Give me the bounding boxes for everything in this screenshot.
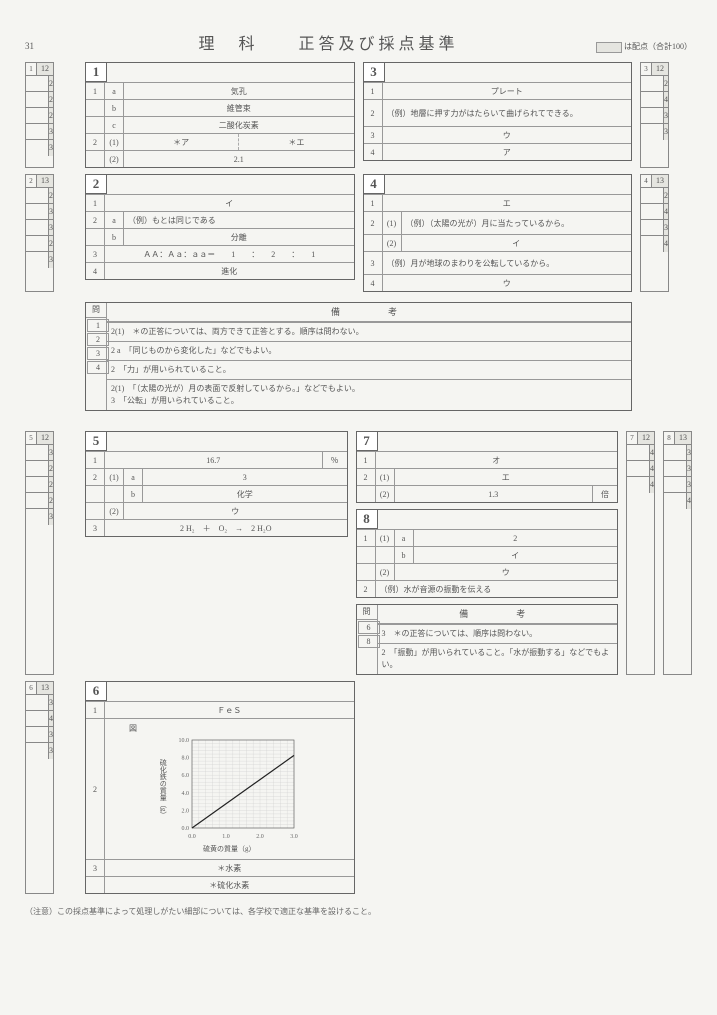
page-header: 31 理 科 正答及び採点基準 は配点（合計100） (25, 30, 692, 54)
score-box-5: 51232223 (25, 431, 54, 675)
answer-box-4: 4 1エ 2(1)（例）（太陽の光が）月に当たっているから。 (2)イ 3（例）… (363, 174, 633, 292)
score-box-7: 712444 (626, 431, 655, 675)
svg-text:4.0: 4.0 (182, 791, 190, 797)
page-title: 理 科 正答及び採点基準 (105, 30, 552, 54)
answer-box-5: 5 116.7％ 2(1)a3 b化学 (2)ウ 32 H₂ ＋ O₂ → 2 … (85, 431, 348, 537)
score-box-1: 11222233 (25, 62, 54, 168)
answer-box-3: 3 1プレート 2（例）地層に押す力がはたらいて曲げられてできる。 3ウ 4ア (363, 62, 633, 161)
svg-text:6.0: 6.0 (182, 773, 190, 779)
legend-swatch (596, 42, 622, 53)
svg-text:2.0: 2.0 (257, 834, 265, 840)
legend: は配点（合計100） (552, 41, 692, 53)
answer-box-1: 1 1a気孔 b維管束 c二酸化炭素 2(1)＊ア＊エ (2)2.1 (85, 62, 355, 168)
score-box-8: 8133334 (663, 431, 692, 675)
svg-text:10.0: 10.0 (179, 738, 190, 744)
svg-text:8.0: 8.0 (182, 756, 190, 762)
svg-text:0.0: 0.0 (189, 834, 197, 840)
answer-box-2: 2 1イ 2a（例）もとは同じである b分離 3ＡＡ：Ａａ：ａａ＝ 1 ： 2 … (85, 174, 355, 280)
score-box-6: 6133433 (25, 681, 54, 894)
answer-box-6: 6 1ＦｅＳ 2 図 硫化鉄の質量（g） 0.02.04.06.08.010.0… (85, 681, 355, 894)
footer-note: （注意）この採点基準によって処理しがたい細部については、各学校で適正な基準を設け… (25, 906, 692, 917)
score-box-3: 3122433 (640, 62, 669, 168)
svg-text:1.0: 1.0 (223, 834, 231, 840)
chart-q6: 0.0 2.0 4.0 6.0 8.0 10.0 0.0 1.0 2.0 3.0 (170, 734, 300, 844)
answer-box-8: 8 1(1)a2 bイ (2)ウ 2（例）水が音源の振動を伝える (356, 509, 619, 598)
score-box-2: 21323323 (25, 174, 54, 292)
notes-box-top: 問 1 2 3 4 備 考 2(1) ＊の正答については、両方できて正答とする。… (85, 302, 632, 411)
page-number: 31 (25, 41, 105, 51)
svg-text:2.0: 2.0 (182, 808, 190, 814)
svg-text:3.0: 3.0 (291, 834, 299, 840)
svg-text:0.0: 0.0 (182, 826, 190, 832)
notes-box-bottom: 問 6 8 備 考 3 ＊の正答については、順序は問わない。 2 「振動」が用い… (356, 604, 619, 675)
answer-box-7: 7 1オ 2(1)エ (2)1.3倍 (356, 431, 619, 503)
score-box-4: 4132434 (640, 174, 669, 292)
